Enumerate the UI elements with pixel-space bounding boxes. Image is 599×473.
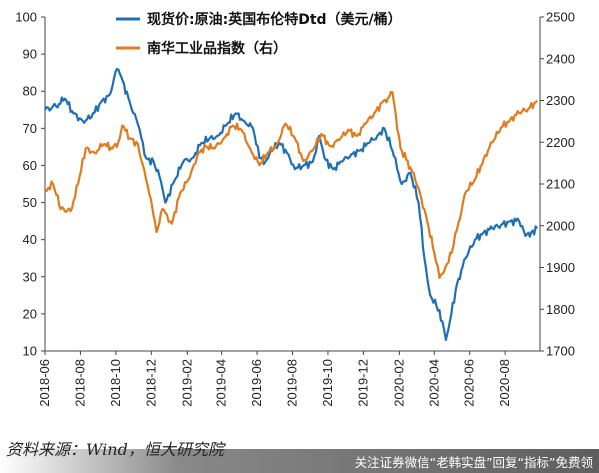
- legend: 现货价:原油:英国布伦特Dtd（美元/桶） 南华工业品指数（右）: [116, 11, 402, 57]
- y-right-tick-label: 1800: [546, 302, 575, 317]
- y-left-tick-label: 80: [23, 84, 37, 99]
- y-left-tick-label: 90: [23, 47, 37, 62]
- x-tick-label: 2018-06: [37, 359, 52, 407]
- series-line-1: [44, 90, 538, 279]
- x-tick-label: 2018-10: [108, 359, 123, 407]
- x-tick-label: 2019-10: [320, 359, 335, 407]
- x-tick-label: 2020-08: [497, 359, 512, 407]
- y-left-tick-label: 10: [23, 344, 37, 359]
- y-right-tick-label: 2100: [546, 177, 575, 192]
- x-tick-label: 2019-04: [214, 359, 229, 407]
- x-tick-label: 2019-12: [355, 359, 370, 407]
- y-left-tick-label: 50: [23, 195, 37, 210]
- y-left-tick-label: 60: [23, 158, 37, 173]
- legend-label-crude: 现货价:原油:英国布伦特Dtd（美元/桶）: [147, 11, 402, 28]
- y-right-tick-label: 2000: [546, 218, 575, 233]
- plot-frame: [44, 17, 541, 352]
- y-right-tick-label: 2400: [546, 51, 575, 66]
- x-tick-label: 2019-06: [249, 359, 264, 407]
- x-tick-label: 2019-02: [179, 359, 194, 407]
- x-tick-label: 2019-08: [285, 359, 300, 407]
- series-layer: [44, 67, 538, 341]
- y-left-tick-label: 20: [23, 306, 37, 321]
- y-right-tick-label: 2300: [546, 93, 575, 108]
- y-right-tick-label: 1700: [546, 344, 575, 359]
- y-right-axis: 1700 1800 1900 2000 2100 2200 2300 2400 2500: [540, 10, 575, 359]
- y-right-tick-label: 2200: [546, 135, 575, 150]
- x-tick-label: 2020-02: [391, 359, 406, 407]
- series-line-0: [44, 67, 538, 341]
- x-axis: 2018-06 2018-08 2018-10 2018-12 2019-02 2019-…: [37, 351, 512, 407]
- y-left-tick-label: 30: [23, 269, 37, 284]
- y-left-tick-label: 40: [23, 232, 37, 247]
- x-tick-label: 2020-04: [426, 359, 441, 407]
- y-right-tick-label: 1900: [546, 260, 575, 275]
- x-tick-label: 2020-06: [462, 359, 477, 407]
- x-tick-label: 2018-08: [72, 359, 87, 407]
- y-left-axis: 10 20 30 40 50 60 70 80 90 100: [15, 10, 45, 359]
- y-right-tick-label: 2500: [546, 10, 575, 25]
- y-left-tick-label: 100: [15, 10, 37, 25]
- watermark-banner: 关注证券微信“老韩实盘”回复“指标”免费领: [0, 449, 599, 473]
- y-left-tick-label: 70: [23, 121, 37, 136]
- x-tick-label: 2018-12: [143, 359, 158, 407]
- legend-label-nanhua: 南华工业品指数（右）: [147, 40, 287, 57]
